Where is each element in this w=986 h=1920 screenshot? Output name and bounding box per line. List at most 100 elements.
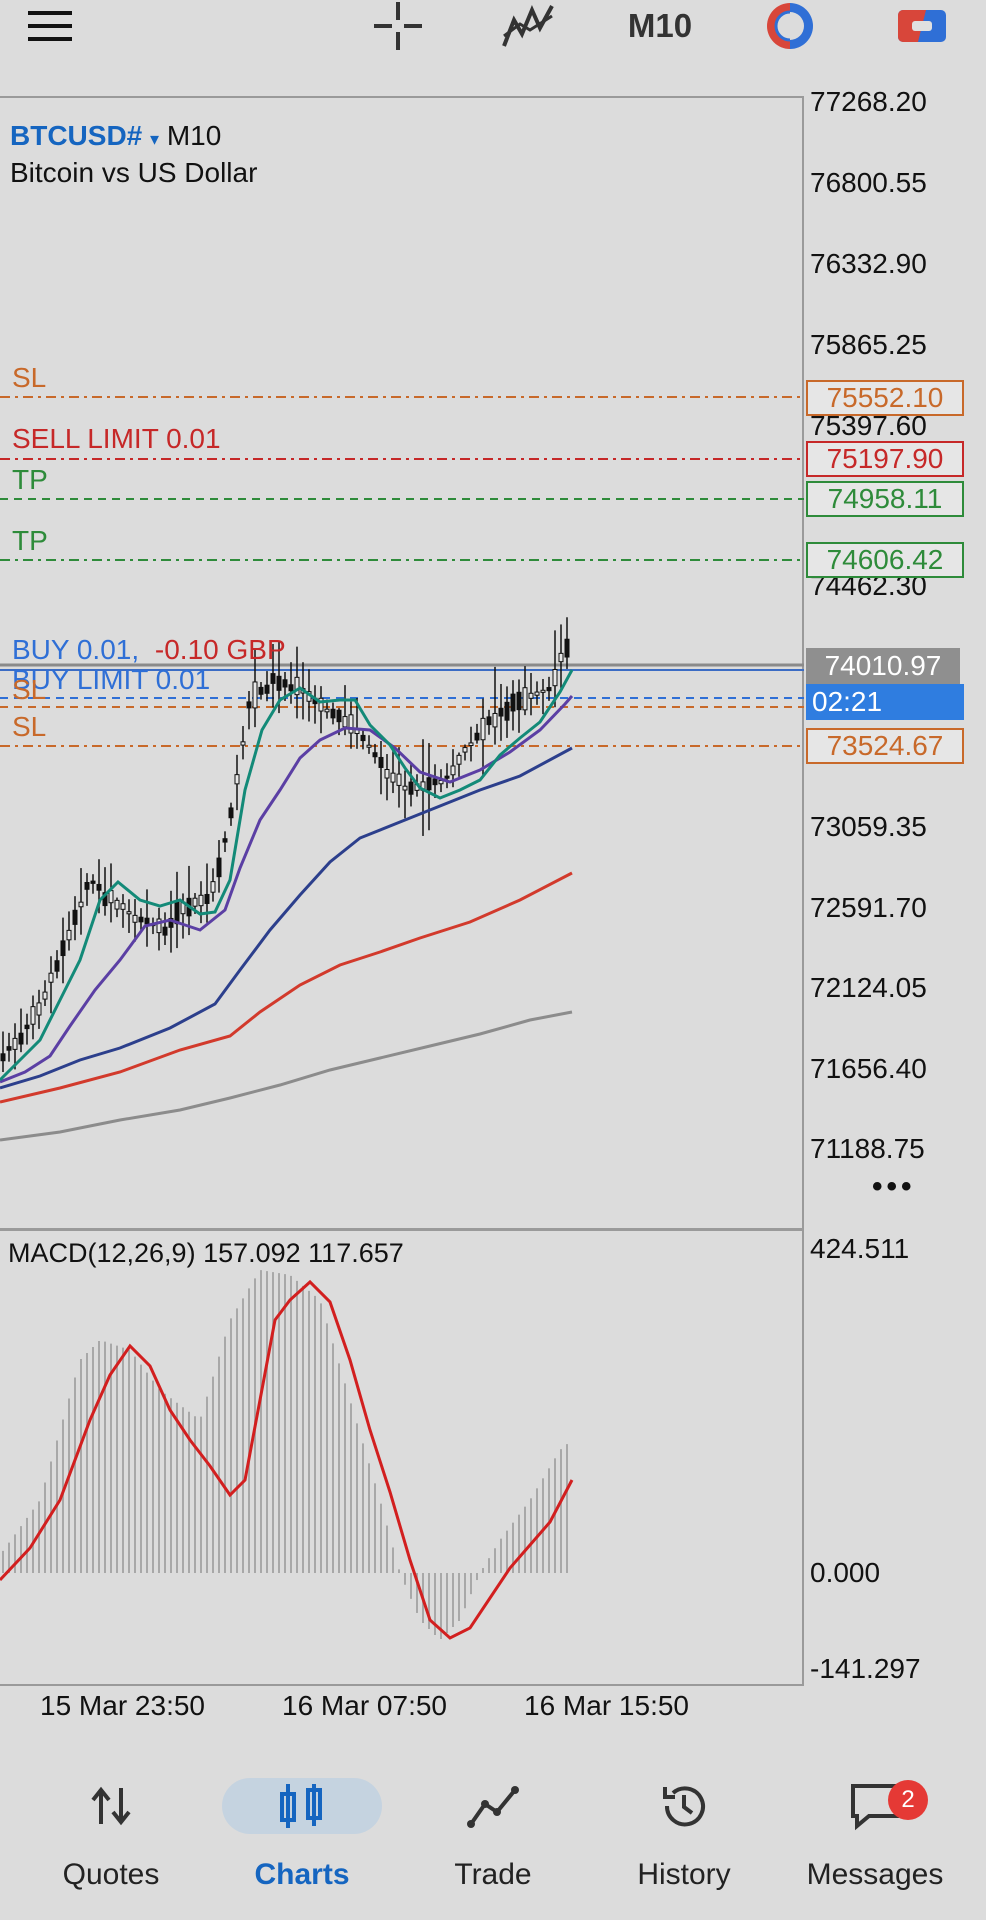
candle-body: [288, 684, 294, 692]
nav-messages[interactable]: 2 Messages: [780, 1740, 970, 1920]
price-tick: 72124.05: [810, 972, 927, 1003]
tp-label-2[interactable]: TP: [12, 525, 48, 556]
one-click-trading-icon[interactable]: [760, 0, 820, 52]
sell-limit-price-box[interactable]: 75197.90: [806, 441, 964, 477]
macd-subwindow[interactable]: [0, 1228, 804, 1686]
candle-body: [282, 679, 288, 688]
buy-limit-sl-label[interactable]: SL: [12, 674, 47, 705]
candle-body: [246, 701, 252, 709]
candle-body: [456, 754, 462, 765]
candle-body: [384, 769, 390, 779]
candle-body: [132, 914, 138, 923]
candle-body: [402, 785, 408, 791]
nav-label: Quotes: [62, 1858, 160, 1891]
candle-body: [198, 894, 204, 907]
position-label[interactable]: BUY 0.01, -0.10 GBP: [12, 634, 286, 666]
candle-body: [372, 752, 378, 758]
nav-history[interactable]: History: [589, 1740, 779, 1920]
crosshair-icon[interactable]: [370, 0, 426, 52]
charts-icon: [222, 1778, 382, 1834]
candle-body: [564, 638, 570, 658]
macd-signal-line: [0, 1279, 574, 1640]
candle-body: [474, 732, 480, 741]
candle-body: [552, 669, 558, 687]
tp-price-box-1[interactable]: 74958.11: [806, 481, 964, 517]
ma-purple: [0, 695, 574, 1084]
candle-body: [480, 717, 486, 741]
price-chart[interactable]: [0, 0, 986, 1720]
candle-body: [396, 773, 402, 786]
candle-body: [540, 689, 546, 693]
position-pnl: -0.10 GBP: [154, 634, 286, 665]
symbol-dropdown-icon: ▾: [150, 129, 160, 149]
candle-body: [30, 1006, 36, 1025]
candle-body: [462, 747, 468, 753]
sl-price-box-1[interactable]: 75552.10: [806, 380, 964, 416]
candle-body: [114, 899, 120, 910]
nav-quotes[interactable]: Quotes: [16, 1740, 206, 1920]
price-tick: 71656.40: [810, 1053, 927, 1084]
candle-body: [318, 697, 324, 712]
candle-body: [228, 807, 234, 819]
sl-price-box-2[interactable]: 73524.67: [806, 728, 964, 764]
ma-gray: [0, 1010, 573, 1142]
candle-body: [360, 734, 366, 742]
candle-body: [24, 1024, 30, 1030]
candle-body: [324, 708, 330, 713]
macd-axis-tick: 424.511: [810, 1233, 910, 1264]
candle-body: [534, 691, 540, 696]
more-icon[interactable]: •••: [872, 1170, 916, 1203]
candle-body: [498, 707, 504, 717]
price-tick: 72591.70: [810, 892, 927, 923]
macd-axis-tick: -141.297: [810, 1653, 921, 1684]
macd-axis-tick: 0.000: [810, 1557, 881, 1588]
candle-body: [222, 838, 228, 843]
time-tick: 16 Mar 07:50: [282, 1690, 447, 1721]
candle-body: [168, 917, 174, 928]
candle-body: [216, 857, 222, 878]
candle-body: [468, 742, 474, 747]
ma-teal: [0, 669, 574, 1082]
symbol-header[interactable]: BTCUSD# ▾ M10: [10, 120, 221, 152]
candle-body: [234, 774, 240, 785]
candle-body: [204, 893, 210, 904]
symbol-description: Bitcoin vs US Dollar: [10, 157, 258, 188]
sl-label-2[interactable]: SL: [12, 711, 47, 742]
price-tick: 75865.25: [810, 329, 927, 360]
candle-body: [120, 903, 126, 910]
price-tick: 71188.75: [810, 1133, 925, 1164]
tp-label-1[interactable]: TP: [12, 464, 48, 495]
main-chart-window[interactable]: [0, 96, 804, 1228]
nav-label: Messages: [806, 1858, 944, 1891]
candle-body: [138, 916, 144, 923]
messages-icon: [795, 1778, 955, 1834]
bottom-navigation: Quotes Charts Trade History 2 Messages: [0, 1740, 986, 1920]
candle-body: [144, 917, 150, 925]
candle-body: [342, 716, 348, 728]
indicators-icon[interactable]: [498, 0, 558, 52]
trade-toggle-icon[interactable]: [892, 0, 952, 52]
tp-price-box-2[interactable]: 74606.42: [806, 542, 964, 578]
candle-body: [12, 1037, 18, 1050]
candle-body: [348, 714, 354, 734]
candle-body: [390, 772, 396, 783]
timeframe-button[interactable]: M10: [627, 7, 693, 44]
candle-body: [0, 1053, 6, 1062]
candle-body: [54, 960, 60, 972]
candle-body: [78, 901, 84, 908]
position-volume: BUY 0.01,: [12, 634, 140, 665]
buy-limit-label[interactable]: BUY LIMIT 0.01: [12, 664, 211, 695]
nav-charts[interactable]: Charts: [207, 1740, 397, 1920]
sl-label-1[interactable]: SL: [12, 362, 47, 393]
sell-limit-label[interactable]: SELL LIMIT 0.01: [12, 423, 221, 454]
position-price-box: 74010.97: [806, 648, 960, 684]
nav-trade[interactable]: Trade: [398, 1740, 588, 1920]
candle-body: [558, 652, 564, 663]
candle-body: [84, 882, 90, 890]
candle-body: [504, 701, 510, 721]
menu-icon[interactable]: [22, 0, 78, 52]
candle-body: [90, 880, 96, 884]
candle-body: [486, 716, 492, 726]
price-tick: 76800.55: [810, 167, 927, 198]
candle-body: [336, 709, 342, 723]
